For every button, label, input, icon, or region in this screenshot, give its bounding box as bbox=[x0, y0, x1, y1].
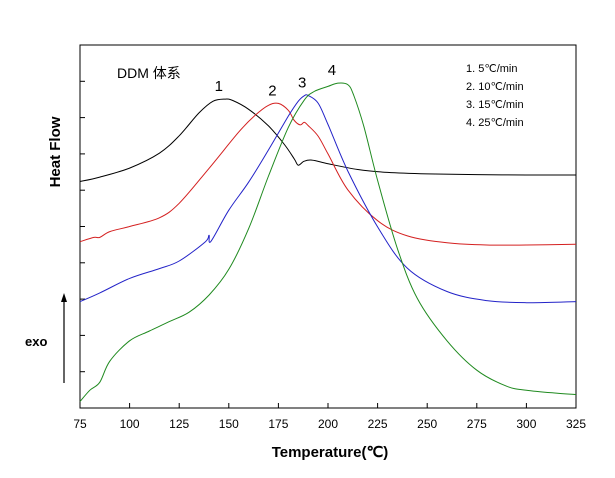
legend-entry: 3. 15℃/min bbox=[466, 99, 524, 111]
curve-labels: 1 2 3 4 bbox=[215, 62, 336, 99]
x-tick-label: 100 bbox=[120, 417, 140, 431]
x-tick-label: 125 bbox=[169, 417, 189, 431]
y-axis bbox=[80, 80, 85, 373]
x-axis: 75 100 125 150 175 200 225 250 275 300 325 bbox=[73, 403, 586, 431]
curve-label-4: 4 bbox=[328, 62, 336, 79]
legend-entry: 2. 10℃/min bbox=[466, 81, 524, 93]
series-line-2 bbox=[79, 102, 577, 246]
exo-arrow bbox=[61, 293, 67, 383]
legend: 1. 5℃/min 2. 10℃/min 3. 15℃/min 4. 25℃/min bbox=[466, 63, 524, 129]
curve-label-3: 3 bbox=[298, 74, 306, 91]
x-tick-label: 200 bbox=[318, 417, 338, 431]
annotation-text: DDM 体系 bbox=[117, 65, 181, 81]
x-tick-label: 150 bbox=[219, 417, 239, 431]
x-tick-label: 325 bbox=[566, 417, 586, 431]
exo-label: exo bbox=[25, 334, 47, 349]
curve-label-2: 2 bbox=[268, 82, 276, 99]
series-line-4 bbox=[79, 82, 577, 402]
x-axis-title: Temperature(℃) bbox=[272, 444, 389, 461]
y-axis-title: Heat Flow bbox=[47, 116, 64, 187]
curve-label-1: 1 bbox=[215, 78, 223, 95]
x-tick-label: 300 bbox=[516, 417, 536, 431]
x-tick-label: 75 bbox=[73, 417, 87, 431]
legend-entry: 1. 5℃/min bbox=[466, 63, 517, 75]
series-line-3 bbox=[79, 94, 577, 304]
x-tick-label: 225 bbox=[368, 417, 388, 431]
x-tick-label: 250 bbox=[417, 417, 437, 431]
series-group bbox=[79, 82, 577, 402]
x-tick-label: 275 bbox=[467, 417, 487, 431]
legend-entry: 4. 25℃/min bbox=[466, 117, 524, 129]
x-tick-label: 175 bbox=[268, 417, 288, 431]
series-line-1 bbox=[79, 98, 576, 182]
